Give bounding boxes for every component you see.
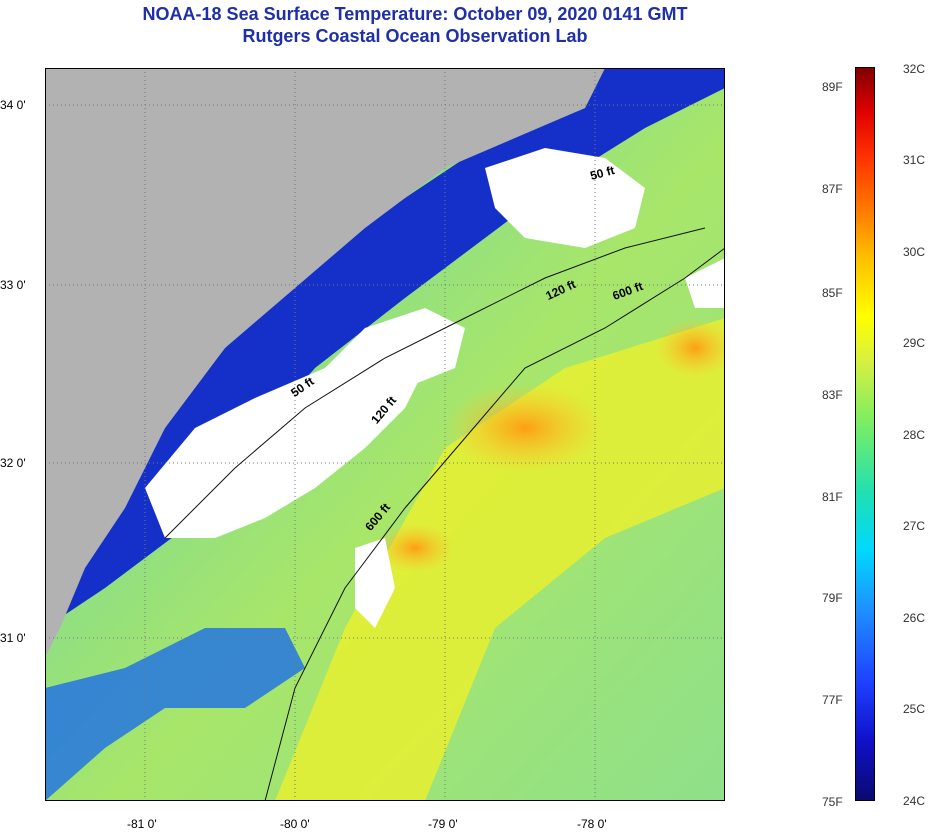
- lon-label-80: -80 0': [280, 817, 310, 831]
- cloud-cover-3: [325, 308, 465, 388]
- colorbar-c-32: 32C: [903, 62, 926, 76]
- lat-label-33: 33 0': [0, 278, 26, 292]
- cloud-cover-5: [685, 258, 725, 308]
- colorbar-c-30: 30C: [903, 245, 926, 259]
- map-title: NOAA-18 Sea Surface Temperature: October…: [142, 4, 688, 24]
- colorbar-c-27: 27C: [903, 519, 926, 533]
- colorbar-f-85: 85F: [822, 286, 843, 300]
- land-mainland: [45, 68, 605, 658]
- lon-label-79: -79 0': [428, 817, 458, 831]
- colorbar-f-75: 75F: [822, 795, 843, 809]
- isobath-lines: [164, 227, 725, 801]
- sst-map: [45, 68, 725, 801]
- lat-lon-grid: [45, 68, 725, 801]
- lat-label-32: 32 0': [0, 456, 26, 470]
- colorbar-c-25: 25C: [903, 702, 926, 716]
- colorbar-c-29: 29C: [903, 336, 926, 350]
- colorbar-f-79: 79F: [822, 591, 843, 605]
- lat-label-34: 34 0': [0, 98, 26, 112]
- warm-band: [275, 318, 725, 801]
- colorbar-c-24: 24C: [903, 794, 926, 808]
- colorbar-c-26: 26C: [903, 611, 926, 625]
- colorbar-f-83: 83F: [822, 388, 843, 402]
- lon-label-81: -81 0': [127, 817, 157, 831]
- map-border: [45, 68, 725, 801]
- colorbar-f-77: 77F: [822, 693, 843, 707]
- cloud-cover-2: [485, 148, 645, 248]
- map-subtitle: Rutgers Coastal Ocean Observation Lab: [242, 26, 588, 46]
- colorbar-c-31: 31C: [903, 153, 926, 167]
- warm-core-3: [655, 318, 725, 378]
- cold-shelf: [45, 628, 305, 801]
- colorbar-f-81: 81F: [822, 490, 843, 504]
- colorbar-c-28: 28C: [903, 428, 926, 442]
- cloud-cover-1: [145, 348, 425, 538]
- lat-label-31: 31 0': [0, 631, 26, 645]
- colorbar-f-89: 89F: [822, 80, 843, 94]
- lon-label-78: -78 0': [577, 817, 607, 831]
- warm-core-2: [375, 523, 455, 573]
- colorbar-f-87: 87F: [822, 182, 843, 196]
- cloud-cover-4: [355, 538, 395, 628]
- temperature-colorbar: [855, 67, 875, 801]
- warm-core-1: [445, 383, 605, 473]
